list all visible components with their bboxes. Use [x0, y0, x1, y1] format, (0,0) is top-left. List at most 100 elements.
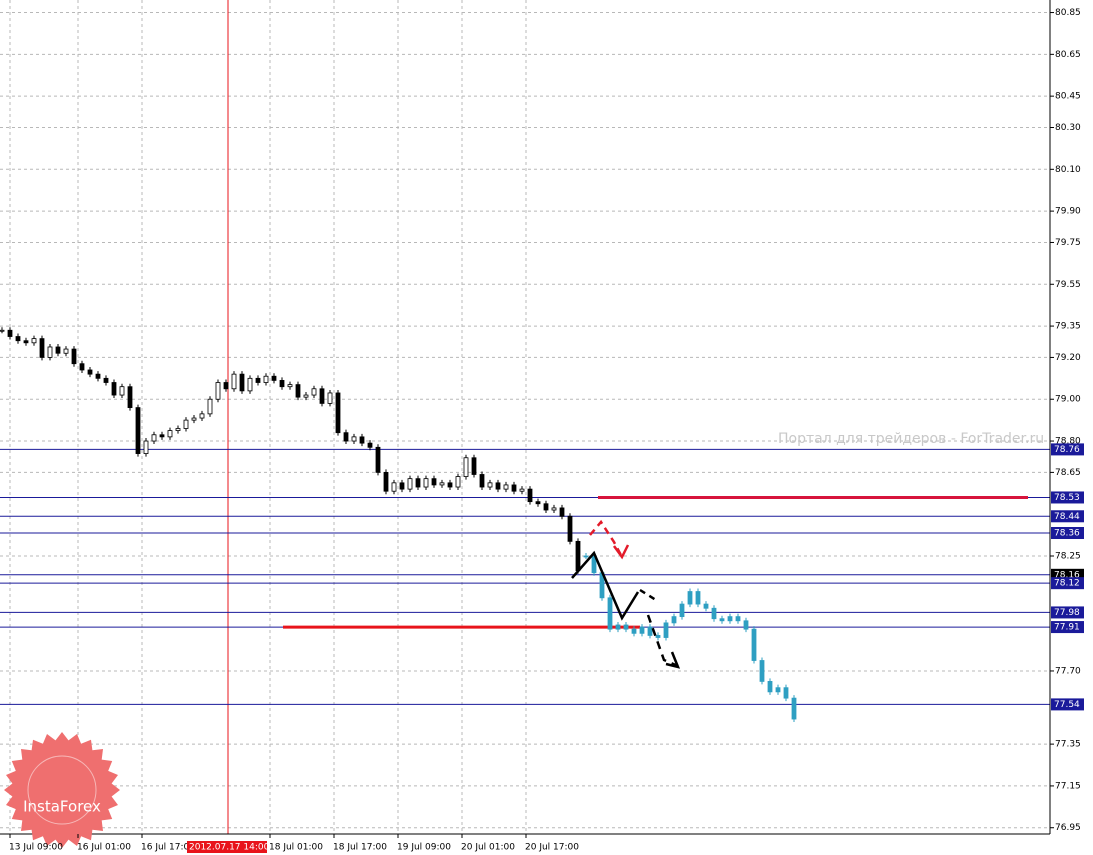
- logo: InstaForex: [4, 732, 120, 848]
- candle: [463, 457, 469, 477]
- y-tick-label: 79.20: [1055, 353, 1081, 363]
- y-tick-label: 79.35: [1055, 322, 1081, 332]
- candle: [751, 628, 757, 661]
- y-tick-label: 80.30: [1055, 123, 1081, 133]
- candle: [135, 407, 141, 454]
- candle: [479, 474, 485, 488]
- level-label-box: [1051, 606, 1084, 619]
- x-tick-label: 20 Jul 17:00: [525, 843, 579, 853]
- candle: [559, 507, 565, 517]
- y-tick-label: 76.95: [1055, 823, 1081, 833]
- candle: [375, 446, 381, 473]
- candle: [367, 442, 373, 448]
- candle: [239, 373, 245, 392]
- candle: [127, 386, 133, 408]
- candle: [399, 482, 405, 490]
- x-tick-label: 18 Jul 17:00: [333, 843, 387, 853]
- candle: [423, 478, 429, 488]
- candle: [519, 488, 525, 492]
- candle: [671, 616, 677, 624]
- y-tick-label: 78.65: [1055, 468, 1081, 478]
- candle: [7, 329, 13, 337]
- x-tick-label: 19 Jul 09:00: [397, 843, 451, 853]
- level-label-box: [1051, 510, 1084, 523]
- candle: [647, 626, 653, 636]
- candle: [759, 660, 765, 682]
- level-label: 78.44: [1054, 512, 1080, 522]
- y-tick-label: 80.45: [1055, 92, 1081, 102]
- level-label-box: [1051, 443, 1084, 456]
- candle: [279, 380, 285, 388]
- y-tick-label: 77.15: [1055, 781, 1081, 791]
- candle: [727, 616, 733, 622]
- candle: [407, 478, 413, 490]
- level-label: 78.76: [1054, 445, 1080, 455]
- arrow-path: [571, 550, 640, 621]
- candle: [103, 377, 109, 383]
- candle: [631, 628, 637, 634]
- candle: [255, 377, 261, 383]
- candle: [119, 386, 125, 396]
- level-label: 77.91: [1054, 623, 1080, 633]
- candle: [639, 626, 645, 634]
- level-label-box: [1051, 527, 1084, 540]
- level-label: 78.12: [1054, 579, 1080, 589]
- candle: [159, 434, 165, 438]
- candle: [431, 478, 437, 486]
- y-tick-label: 79.75: [1055, 238, 1081, 248]
- candle: [47, 346, 53, 358]
- level-label: 78.36: [1054, 529, 1080, 539]
- candle: [79, 363, 85, 371]
- candle: [143, 440, 149, 454]
- time-marker-label: 2012.07.17 14:00: [189, 843, 270, 853]
- candle: [0, 329, 5, 332]
- candle: [703, 603, 709, 609]
- candle: [447, 482, 453, 488]
- candle: [615, 624, 621, 630]
- x-tick-label: 13 Jul 09:00: [9, 843, 63, 853]
- candle: [303, 394, 309, 398]
- candle: [583, 555, 589, 558]
- y-tick-label: 79.00: [1055, 395, 1081, 405]
- candle: [767, 681, 773, 693]
- candle: [415, 478, 421, 488]
- candle: [191, 417, 197, 421]
- y-tick-label: 80.10: [1055, 165, 1081, 175]
- candle: [287, 384, 293, 388]
- candle: [391, 482, 397, 492]
- candle: [711, 607, 717, 620]
- candle: [359, 436, 365, 444]
- y-tick-label: 77.35: [1055, 740, 1081, 750]
- y-tick-label: 77.70: [1055, 666, 1081, 676]
- candle: [31, 338, 37, 344]
- level-label-box: [1051, 577, 1084, 590]
- candle: [663, 622, 669, 638]
- candle: [551, 507, 557, 511]
- candle: [511, 484, 517, 492]
- candle: [783, 687, 789, 699]
- candle: [439, 482, 445, 486]
- candle: [111, 382, 117, 396]
- y-tick-label: 80.85: [1055, 8, 1081, 18]
- level-label: 77.54: [1054, 700, 1080, 710]
- arrow-head: [612, 544, 630, 560]
- y-tick-label: 78.80: [1055, 437, 1081, 447]
- arrow-path: [646, 614, 679, 668]
- candle: [495, 482, 501, 490]
- candle-layer: [0, 327, 797, 723]
- logo-badge: [4, 732, 120, 848]
- candle: [503, 484, 509, 490]
- candle: [327, 392, 333, 404]
- candle: [335, 392, 341, 434]
- logo-text: InstaForex: [23, 798, 101, 816]
- candle: [271, 375, 277, 381]
- candle: [791, 697, 797, 720]
- watermark: Портал для трейдеров - ForTrader.ru: [778, 431, 1044, 447]
- time-marker-box: [187, 841, 267, 853]
- candle: [719, 618, 725, 622]
- x-tick-label: 16 Jul 17:00: [141, 843, 195, 853]
- candle: [679, 603, 685, 618]
- candle: [311, 388, 317, 396]
